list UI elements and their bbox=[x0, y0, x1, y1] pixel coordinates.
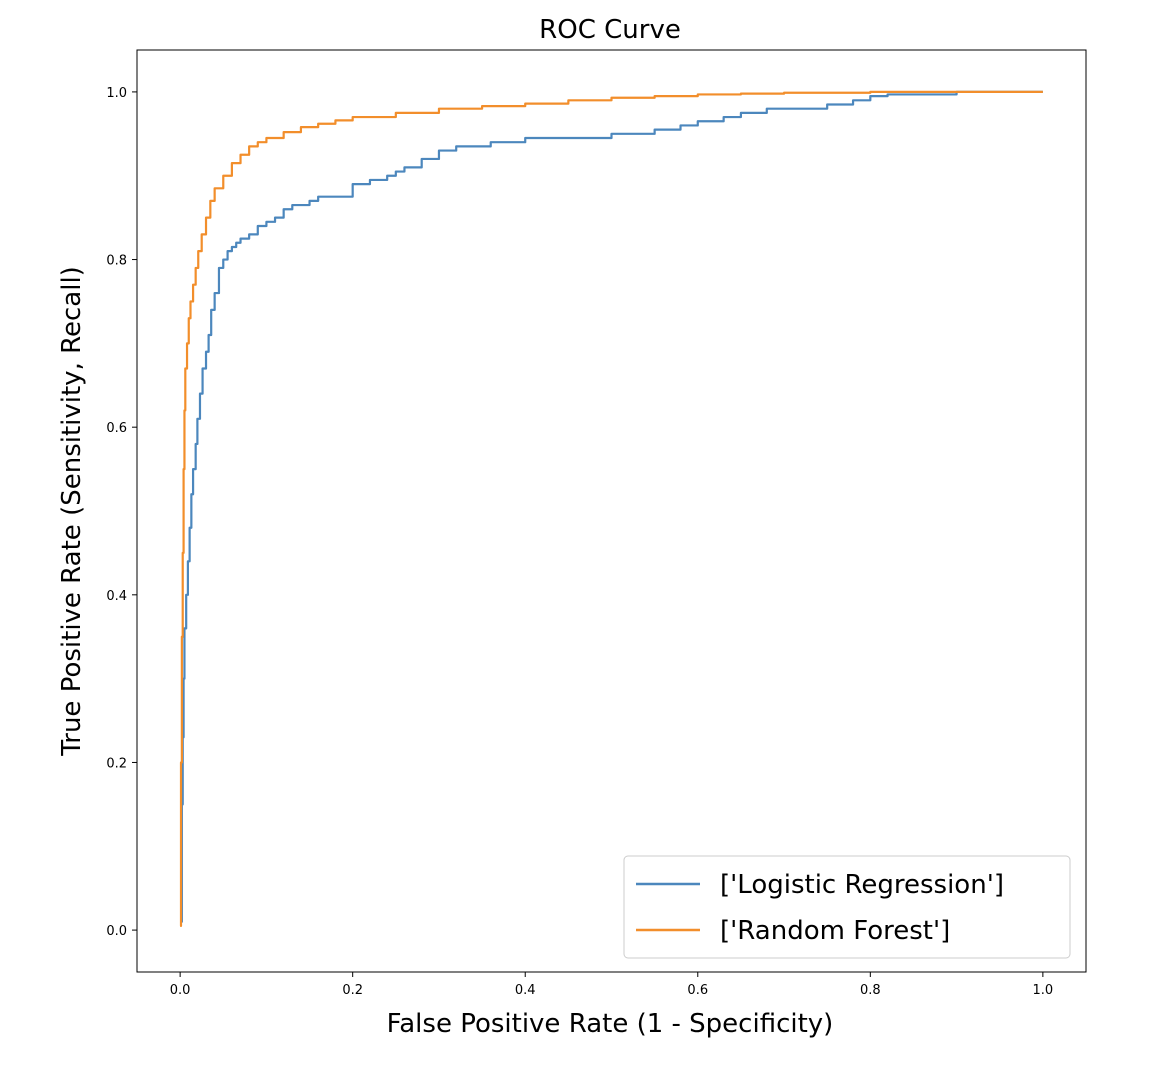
y-tick-label: 0.0 bbox=[106, 924, 127, 939]
legend: ['Logistic Regression'] ['Random Forest'… bbox=[623, 855, 1071, 959]
y-axis-ticks: 0.0 0.2 0.4 0.6 0.8 1.0 bbox=[106, 86, 137, 939]
legend-box bbox=[623, 855, 1071, 959]
series-line-random-forest bbox=[179, 90, 1043, 927]
x-tick-label: 1.0 bbox=[1033, 983, 1054, 998]
y-tick-label: 0.6 bbox=[106, 421, 127, 436]
x-tick-label: 0.2 bbox=[342, 983, 363, 998]
x-tick-label: 0.4 bbox=[515, 983, 536, 998]
y-tick-label: 0.8 bbox=[106, 254, 127, 269]
legend-label-random-forest: ['Random Forest'] bbox=[720, 916, 950, 946]
x-tick-label: 0.0 bbox=[170, 983, 191, 998]
chart-title: ROC Curve bbox=[539, 15, 681, 45]
x-tick-label: 0.8 bbox=[860, 983, 881, 998]
legend-label-logistic-regression: ['Logistic Regression'] bbox=[720, 870, 1004, 900]
x-axis-label: False Positive Rate (1 - Specificity) bbox=[387, 1009, 834, 1039]
x-tick-label: 0.6 bbox=[687, 983, 708, 998]
y-axis-label: True Positive Rate (Sensitivity, Recall) bbox=[57, 266, 87, 757]
y-tick-label: 0.4 bbox=[106, 589, 127, 604]
y-tick-label: 1.0 bbox=[106, 86, 127, 101]
plot-area-frame bbox=[136, 49, 1087, 973]
y-tick-label: 0.2 bbox=[106, 756, 127, 771]
series-layer bbox=[179, 90, 1043, 927]
series-line-logistic-regression bbox=[180, 90, 1043, 923]
x-axis-ticks: 0.0 0.2 0.4 0.6 0.8 1.0 bbox=[170, 972, 1053, 998]
